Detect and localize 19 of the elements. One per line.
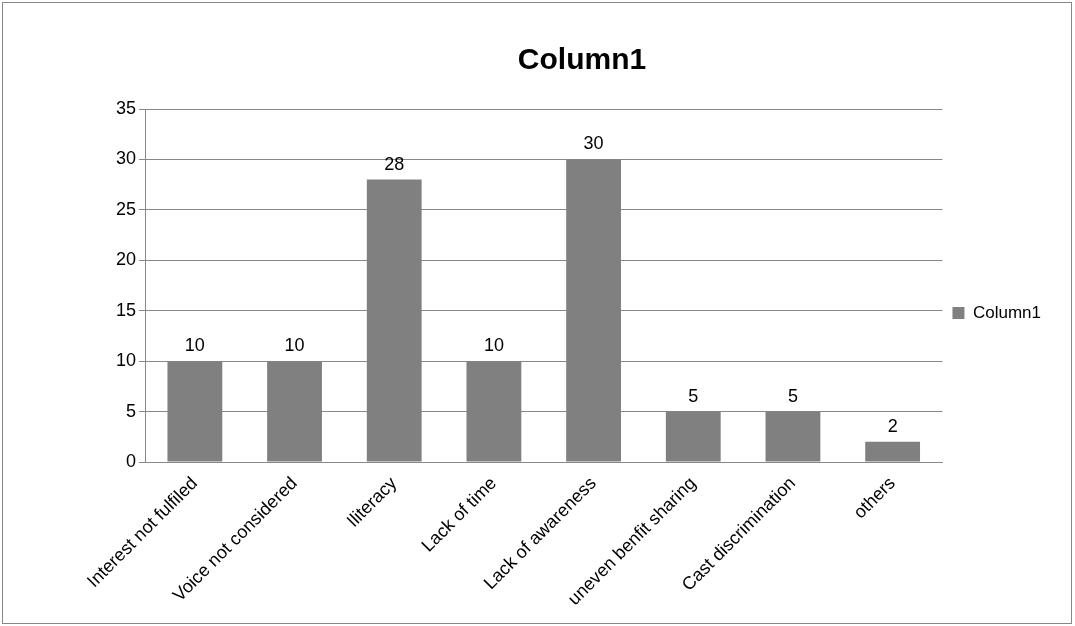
y-tick-label: 5 bbox=[126, 400, 137, 421]
y-tick-label: 15 bbox=[115, 299, 137, 320]
data-label: 2 bbox=[887, 415, 898, 436]
data-label: 10 bbox=[483, 335, 504, 356]
data-label: 5 bbox=[787, 385, 798, 406]
y-tick-label: 30 bbox=[115, 148, 137, 169]
y-tick-label: 35 bbox=[115, 97, 137, 118]
bar bbox=[865, 441, 921, 462]
data-label: 30 bbox=[583, 133, 604, 154]
data-label: 10 bbox=[284, 335, 305, 356]
y-tick-label: 10 bbox=[115, 350, 137, 371]
y-tick-label: 25 bbox=[115, 198, 137, 219]
data-label: 10 bbox=[184, 335, 205, 356]
legend-label: Column1 bbox=[972, 302, 1042, 322]
data-label: 5 bbox=[688, 385, 699, 406]
y-tick-label: 0 bbox=[126, 450, 137, 471]
y-tick-label: 20 bbox=[115, 249, 137, 270]
chart-title: Column1 bbox=[517, 42, 647, 76]
data-label: 28 bbox=[384, 153, 405, 174]
